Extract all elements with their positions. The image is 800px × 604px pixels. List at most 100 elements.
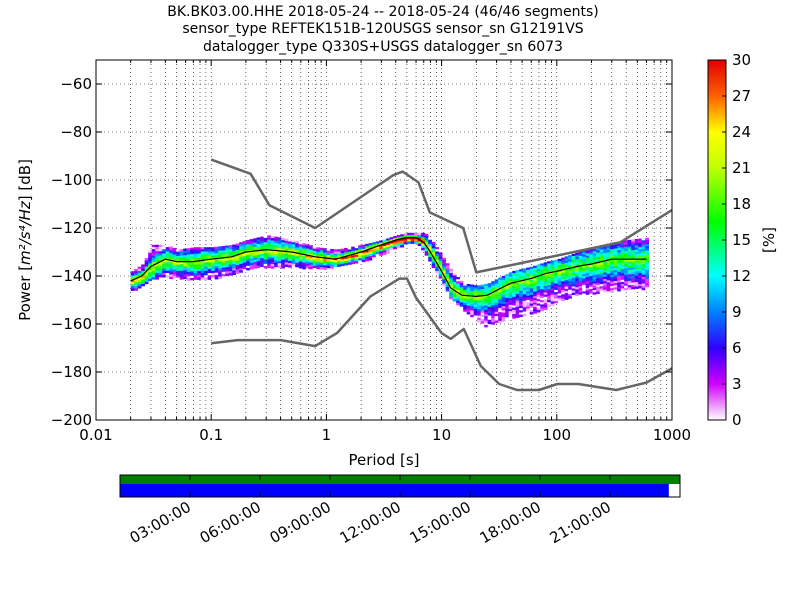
psd-cell [568,276,572,280]
psd-cell [291,257,296,260]
psd-cell [526,280,530,283]
psd-cell [158,253,163,256]
psd-cell [228,247,233,250]
psd-cell [610,270,614,274]
psd-cell [641,244,646,248]
psd-cell [456,277,460,280]
psd-cell [162,275,166,278]
psd-cell [592,249,597,252]
psd-cell [491,287,495,291]
psd-cell [211,264,215,267]
psd-cell [564,297,569,300]
psd-cell [358,245,362,248]
psd-cell [214,253,219,256]
psd-cell [449,292,453,295]
psd-cell [529,307,534,311]
psd-cell [631,256,635,260]
psd-cell [578,281,583,285]
psd-cell [519,271,523,274]
psd-cell [270,238,275,241]
psd-cell [491,285,495,288]
colorbar-tick-label: 21 [732,159,751,177]
psd-cell [190,275,194,279]
psd-cell [288,256,292,260]
psd-cell [477,302,481,306]
psd-cell [536,294,541,298]
psd-cell [515,296,520,299]
psd-cell [396,245,401,249]
psd-cell [242,245,247,248]
psd-cell [249,262,254,266]
psd-cell [400,242,404,246]
psd-cell [498,320,502,324]
psd-cell [477,291,481,295]
psd-cell [641,287,646,291]
psd-cell [645,280,649,284]
psd-cell [368,249,373,252]
psd-cell [487,300,492,303]
psd-cell [568,268,572,271]
psd-cell [225,267,229,270]
psd-cell [281,263,285,267]
psd-cell [536,273,541,276]
psd-cell [249,254,254,257]
psd-cell [571,275,576,278]
x-tick-label: 0.01 [79,426,112,444]
psd-cell [568,261,572,265]
psd-cell [477,317,481,321]
psd-cell [515,306,520,310]
psd-cell [526,308,530,312]
psd-cell [543,279,548,282]
psd-cell [526,299,530,303]
psd-cell [613,278,618,282]
psd-cell [627,270,632,273]
psd-cell [508,293,513,297]
psd-cell [557,284,562,288]
psd-cell [197,268,201,272]
psd-cell [298,250,303,254]
psd-cell [435,253,439,257]
psd-cell [305,244,310,247]
psd-cell [375,252,380,255]
psd-cell [270,246,275,250]
psd-cell [186,250,191,253]
psd-cell [218,265,222,269]
psd-cell [589,260,593,264]
psd-cell [445,278,450,281]
psd-cell [522,270,527,273]
psd-cell [361,244,366,248]
psd-cell [228,273,233,276]
psd-cell [305,255,310,258]
psd-cell [508,285,513,288]
psd-cell [158,275,163,278]
psd-cell [424,251,429,254]
psd-cell [225,252,229,255]
psd-cell [515,276,520,279]
psd-cell [179,249,184,252]
psd-cell [627,283,632,286]
psd-cell [505,317,509,320]
psd-cell [585,264,590,267]
psd-cell [641,274,646,278]
psd-cell [487,317,492,321]
psd-cell [536,303,541,306]
psd-cell [368,253,373,257]
psd-cell [253,262,257,265]
psd-cell [172,250,177,253]
psd-cell [498,290,502,293]
psd-cell [449,296,453,300]
psd-cell [169,274,173,277]
psd-cell [319,265,324,268]
psd-cell [211,262,215,265]
psd-cell [617,280,621,283]
psd-cell [305,252,310,256]
psd-cell [218,270,222,273]
psd-cell [246,248,250,251]
psd-cell [596,282,600,286]
psd-cell [561,294,565,297]
psd-cell [592,285,597,289]
psd-cell [200,266,205,270]
psd-cell [617,286,621,290]
psd-cell [267,241,271,245]
psd-cell [519,297,523,300]
